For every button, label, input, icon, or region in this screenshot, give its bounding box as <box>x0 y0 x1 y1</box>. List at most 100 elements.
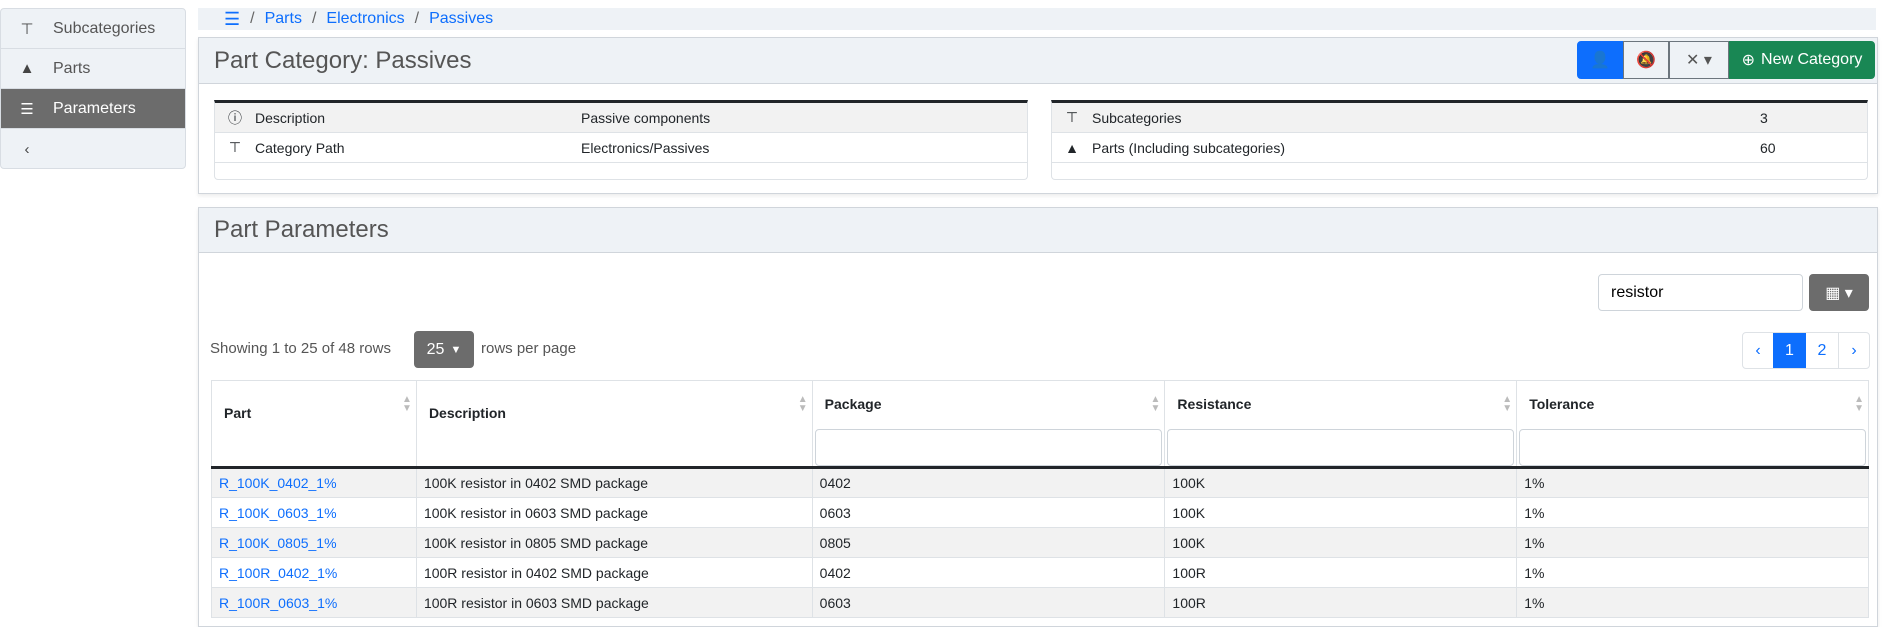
stat-label: Parts (Including subcategories) <box>1092 139 1285 156</box>
table-cell: 100R <box>1164 587 1518 618</box>
notifications-button[interactable]: 🔕 <box>1623 41 1669 79</box>
table-cell: 100R resistor in 0603 SMD package <box>415 587 813 618</box>
page-2[interactable]: 2 <box>1806 333 1839 368</box>
part-link[interactable]: R_100K_0402_1% <box>219 475 337 491</box>
table-cell: 100R <box>1164 557 1518 588</box>
column-header-description[interactable]: Description ▲ ▼ <box>415 380 813 469</box>
section-title: Part Parameters <box>214 216 389 243</box>
page-next[interactable]: › <box>1851 341 1857 359</box>
filter-package-input[interactable] <box>814 429 1163 466</box>
stat-value: 3 <box>1760 109 1768 126</box>
sitemap-icon: ⊤ <box>20 20 34 38</box>
columns-dropdown[interactable]: ▦ ▾ <box>1809 274 1869 311</box>
stat-label: Subcategories <box>1092 109 1182 126</box>
parameters-panel: Part Parameters ▦ ▾ Showing 1 to 25 of 4… <box>198 207 1878 627</box>
table-cell: 100K <box>1164 497 1518 528</box>
sort-icon: ▲ ▼ <box>1502 394 1513 414</box>
detail-value: Electronics/Passives <box>581 139 710 156</box>
page-prev[interactable]: ‹ <box>1755 341 1761 359</box>
column-header-package[interactable]: Package ▲ ▼ <box>811 380 1166 469</box>
new-category-label: New Category <box>1761 51 1863 68</box>
part-link[interactable]: R_100R_0603_1% <box>219 594 338 611</box>
header-label: Tolerance <box>1529 396 1595 412</box>
detail-label: Description <box>255 109 326 126</box>
detail-label: Category Path <box>255 139 345 156</box>
table-cell: 100R resistor in 0402 SMD package <box>415 557 813 588</box>
table-cell: 0603 <box>811 497 1166 528</box>
sort-icon: ▲ ▼ <box>1854 394 1864 414</box>
breadcrumb-parts[interactable]: Parts <box>264 10 302 27</box>
table-row: R_100R_0603_1% 100R resistor in 0603 SMD … <box>211 587 1869 618</box>
filter-tolerance-input[interactable] <box>1519 429 1866 466</box>
rows-info: Showing 1 to 25 of 48 rows <box>210 340 391 357</box>
detail-row: ⓘ Description Passive components <box>215 103 1027 133</box>
breadcrumb-electronics[interactable]: Electronics <box>326 10 405 27</box>
sort-icon: ▲ ▼ <box>1150 394 1161 414</box>
header-label: Description <box>428 405 506 421</box>
tasks-icon: ☰ <box>20 100 34 118</box>
chevron-left-icon: ‹ <box>24 140 30 158</box>
page-size-value: 25 <box>426 340 445 358</box>
shapes-icon: ▲ <box>1065 139 1079 156</box>
sidebar-item-label: Parts <box>53 59 91 77</box>
sidebar-item-label: Subcategories <box>53 19 156 37</box>
collapse-sidebar-button[interactable]: ‹ <box>1 129 185 168</box>
table-cell: 0603 <box>811 587 1166 618</box>
table-cell: 0805 <box>811 527 1166 558</box>
sitemap-icon: ⊤ <box>1065 109 1079 125</box>
menu-icon[interactable]: ☰ <box>224 8 241 29</box>
category-stats-table: ⊤ Subcategories 3 ▲ Parts (Including subcat… <box>1051 100 1868 180</box>
table-cell: 100K resistor in 0402 SMD package <box>415 467 813 498</box>
filter-resistance-input[interactable] <box>1167 429 1515 466</box>
header-label: Part <box>224 405 252 421</box>
actions-dropdown[interactable]: ✕ ▾ <box>1669 41 1729 79</box>
sidebar-item-subcategories[interactable]: ⊤ Subcategories <box>1 9 185 49</box>
rows-per-page-label: rows per page <box>481 340 577 357</box>
table-cell: 0402 <box>811 467 1166 498</box>
bell-slash-icon: 🔕 <box>1636 52 1656 69</box>
page-size-dropdown[interactable]: 25 ▼ <box>414 331 474 368</box>
table-cell: 1% <box>1516 497 1869 528</box>
header-label: Resistance <box>1177 396 1252 412</box>
shapes-icon: ▲ <box>19 60 35 77</box>
category-panel: Part Category: Passives 👤 🔕 ✕ ▾ ⊕ New Cat… <box>198 37 1878 194</box>
column-header-tolerance[interactable]: Tolerance ▲ ▼ <box>1516 380 1869 469</box>
detail-value: Passive components <box>581 109 711 126</box>
sitemap-icon: ⊤ <box>228 139 242 155</box>
tools-icon: ✕ ▾ <box>1686 52 1712 69</box>
pagination: ‹ 1 2 › <box>1742 332 1870 369</box>
table-row: R_100K_0603_1% 100K resistor in 0603 SMD … <box>211 497 1869 528</box>
table-row: R_100R_0402_1% 100R resistor in 0402 SMD … <box>211 557 1869 588</box>
column-header-part[interactable]: Part ▲ ▼ <box>211 380 417 469</box>
part-link[interactable]: R_100K_0805_1% <box>219 534 337 551</box>
info-icon: ⓘ <box>228 109 242 126</box>
stat-row: ⊤ Subcategories 3 <box>1052 103 1867 133</box>
table-cell: R_100K_0805_1% <box>211 527 417 558</box>
sidebar-item-parameters[interactable]: ☰ Parameters <box>1 89 185 129</box>
column-header-resistance[interactable]: Resistance ▲ ▼ <box>1164 380 1518 469</box>
subscribe-button[interactable]: 👤 <box>1577 41 1623 79</box>
table-row: R_100K_0805_1% 100K resistor in 0805 SMD … <box>211 527 1869 558</box>
sort-icon: ▲ ▼ <box>797 394 808 414</box>
table-cell: R_100K_0402_1% <box>211 467 417 498</box>
search-input[interactable] <box>1598 274 1803 311</box>
plus-circle-icon: ⊕ <box>1741 52 1756 69</box>
stat-value: 60 <box>1760 139 1776 156</box>
page-title: Part Category: Passives <box>214 46 472 74</box>
user-shield-icon: 👤 <box>1590 52 1610 69</box>
parameters-table: Part ▲ ▼ Description ▲ ▼ Package ▲ ▼ Resistanc… <box>211 380 1869 618</box>
sidebar-item-parts[interactable]: ▲ Parts <box>1 49 185 89</box>
stat-row: ▲ Parts (Including subcategories) 60 <box>1052 133 1867 163</box>
part-link[interactable]: R_100K_0603_1% <box>219 504 337 521</box>
breadcrumb-passives[interactable]: Passives <box>429 10 494 27</box>
table-row: R_100K_0402_1% 100K resistor in 0402 SMD … <box>211 467 1869 498</box>
table-cell: 1% <box>1516 527 1869 558</box>
sidebar-item-label: Parameters <box>53 99 136 117</box>
table-cell: 100K resistor in 0603 SMD package <box>415 497 813 528</box>
table-cell: 100K <box>1164 467 1518 498</box>
page-1[interactable]: 1 <box>1773 333 1806 368</box>
new-category-button[interactable]: ⊕ New Category <box>1729 41 1875 79</box>
table-cell: R_100R_0603_1% <box>211 587 417 618</box>
table-cell: 100K <box>1164 527 1518 558</box>
part-link[interactable]: R_100R_0402_1% <box>219 564 338 581</box>
